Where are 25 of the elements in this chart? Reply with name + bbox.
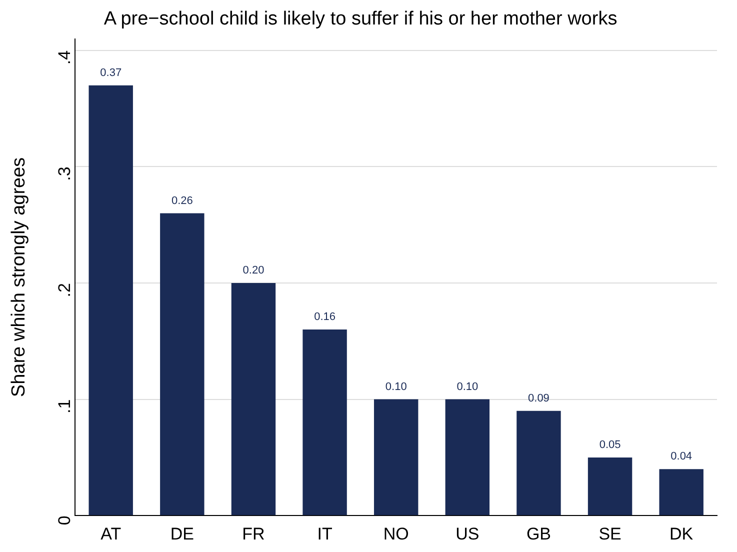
y-axis-title: Share which strongly agrees	[8, 157, 30, 398]
y-tick-label: .2	[54, 283, 74, 298]
y-tick-label: .1	[54, 399, 74, 414]
data-label: 0.26	[171, 194, 193, 207]
chart-title: A pre−school child is likely to suffer if his or her mother works	[104, 8, 618, 30]
x-tick-label: DK	[670, 524, 694, 544]
x-tick-label: FR	[242, 524, 265, 544]
y-tick-label: .3	[54, 166, 74, 181]
data-label: 0.04	[670, 450, 692, 463]
y-tick-label: 0	[54, 516, 74, 526]
data-label: 0.10	[456, 380, 478, 393]
x-tick-label: SE	[598, 524, 622, 544]
x-tick-label: DE	[170, 524, 194, 544]
data-label: 0.16	[314, 311, 336, 324]
y-tick-label: .4	[54, 50, 74, 65]
data-label: 0.09	[528, 392, 550, 404]
x-tick-label: GB	[526, 524, 552, 544]
data-label: 0.05	[599, 438, 621, 451]
x-tick-label: AT	[100, 524, 122, 544]
data-label: 0.20	[242, 264, 264, 277]
data-label: 0.10	[385, 380, 407, 393]
x-tick-label: US	[456, 524, 480, 544]
x-tick-label: IT	[317, 524, 332, 544]
x-tick-label: NO	[383, 524, 409, 544]
data-label: 0.37	[100, 66, 122, 79]
